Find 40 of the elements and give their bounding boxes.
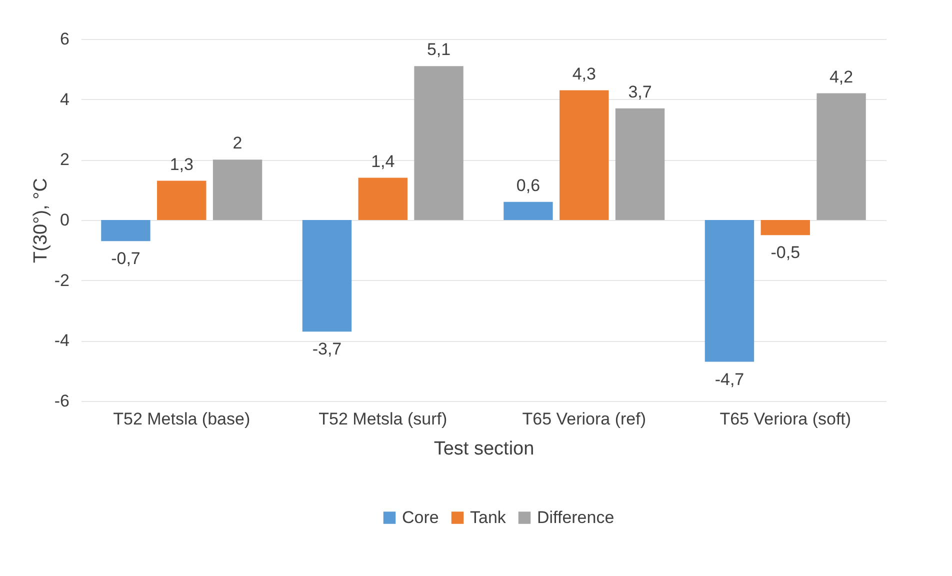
- bar: [615, 108, 665, 220]
- data-label: 4,3: [572, 64, 596, 84]
- data-label: 1,3: [170, 154, 194, 174]
- x-tick-label: T65 Veriora (ref): [522, 410, 646, 428]
- bar: [704, 220, 754, 362]
- bar: [157, 180, 206, 220]
- legend-label: Core: [402, 508, 439, 527]
- data-label: -3,7: [312, 340, 342, 359]
- bar: [414, 66, 464, 220]
- y-tick-label: 6: [60, 30, 70, 48]
- data-label: 0,6: [516, 176, 540, 195]
- legend-label: Tank: [470, 508, 506, 527]
- legend-label: Difference: [537, 508, 614, 527]
- bar: [760, 220, 810, 236]
- data-label: -0,7: [111, 249, 140, 268]
- y-tick-label: -6: [54, 392, 70, 410]
- data-label: -4,7: [714, 370, 744, 389]
- x-tick-label: T52 Metsla (base): [113, 410, 250, 428]
- data-label: 5,1: [426, 40, 451, 60]
- data-label: 1,4: [371, 152, 395, 171]
- data-label: 4,2: [829, 67, 854, 86]
- y-axis-title: T(30°), °C: [30, 178, 52, 263]
- bar: [101, 220, 150, 242]
- y-tick-label: 2: [60, 150, 70, 170]
- data-label: 3,7: [628, 82, 652, 102]
- data-label: -0,5: [770, 243, 800, 262]
- bar: [212, 160, 262, 220]
- bar: [504, 202, 553, 220]
- bar: [358, 178, 408, 220]
- x-tick-label: T52 Metsla (surf): [318, 410, 448, 428]
- y-tick-label: -2: [54, 270, 70, 290]
- x-tick-label: T65 Veriora (soft): [720, 410, 852, 428]
- y-tick-label: 4: [60, 90, 70, 109]
- y-tick-label: -4: [54, 331, 70, 350]
- x-axis-title: Test section: [434, 438, 534, 460]
- bar: [816, 93, 866, 220]
- y-tick-label: 0: [60, 210, 70, 230]
- bar: [302, 220, 352, 332]
- data-label: 2: [232, 134, 242, 153]
- bar: [560, 90, 609, 220]
